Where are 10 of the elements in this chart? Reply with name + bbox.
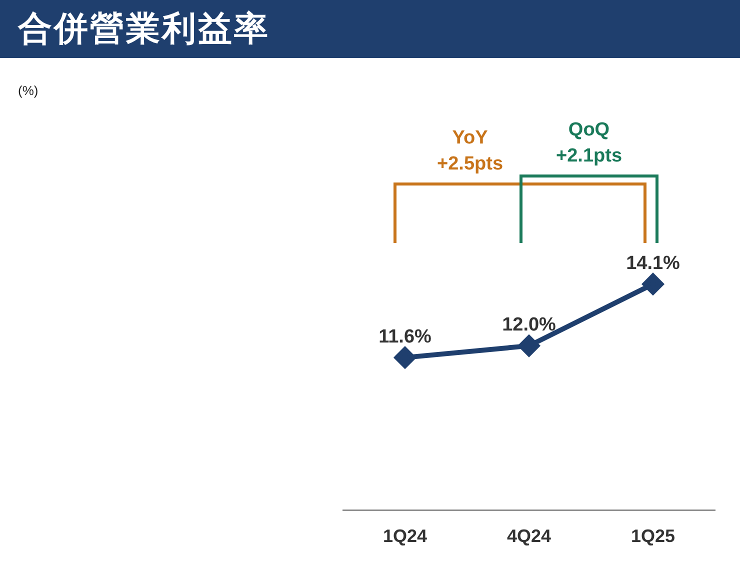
chart-title: 合併營業利益率	[0, 0, 740, 58]
x-tick-label: 4Q24	[506, 526, 552, 546]
x-tick-label: 1Q24	[382, 526, 428, 546]
text: YoY +2.5pts	[436, 128, 504, 175]
data-label: 11.6%	[378, 326, 432, 348]
x-tick-label: 1Q25	[630, 526, 676, 546]
data-label: 12.0%	[502, 314, 556, 336]
text: QoQ +2.1pts	[556, 120, 622, 167]
data-label: 14.1%	[626, 252, 680, 274]
text: (%)	[18, 83, 38, 98]
